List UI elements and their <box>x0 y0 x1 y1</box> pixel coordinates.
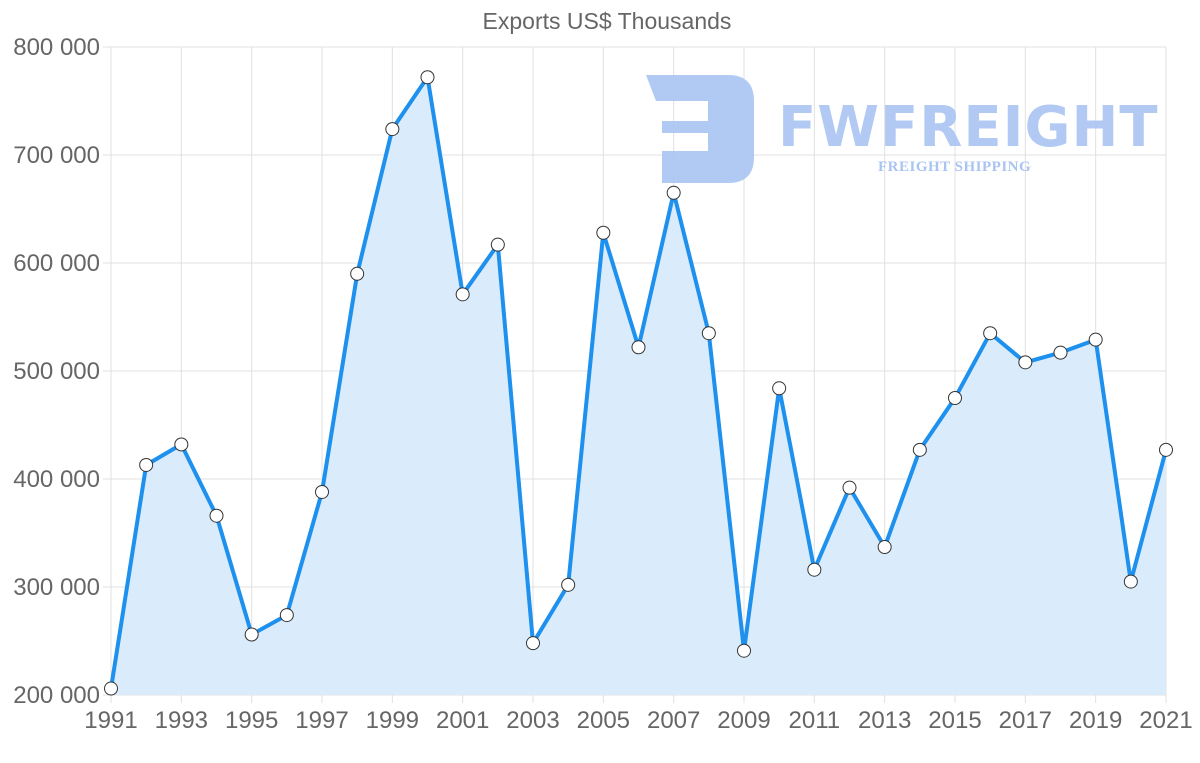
x-tick-label: 2003 <box>506 707 559 734</box>
data-point[interactable] <box>737 643 751 658</box>
y-axis: 800 000 700 000 600 000 500 000 400 000 300 0… <box>13 34 100 709</box>
x-tick-label: 2011 <box>789 707 841 734</box>
data-point[interactable] <box>772 381 787 396</box>
y-tick-label: 300 000 <box>13 574 100 601</box>
data-point[interactable] <box>104 681 118 696</box>
x-tick-label: 2019 <box>1069 707 1122 734</box>
data-point[interactable] <box>1123 574 1138 589</box>
x-tick-label: 2013 <box>858 707 911 734</box>
data-point[interactable] <box>983 326 998 341</box>
data-point[interactable] <box>561 577 576 592</box>
data-point[interactable] <box>1159 442 1173 457</box>
x-tick-label: 2021 <box>1139 707 1192 734</box>
data-point[interactable] <box>385 122 400 137</box>
data-point[interactable] <box>701 326 716 341</box>
x-tick-label: 2009 <box>717 707 770 734</box>
y-tick-label: 200 000 <box>13 682 100 709</box>
data-point[interactable] <box>631 340 646 355</box>
y-tick-label: 500 000 <box>13 358 100 385</box>
x-tick-label: 1993 <box>155 707 208 734</box>
x-tick-label: 2005 <box>577 707 630 734</box>
x-tick-label: 2007 <box>647 707 700 734</box>
x-tick-label: 2001 <box>436 707 489 734</box>
y-tick-label: 400 000 <box>13 466 100 493</box>
data-point[interactable] <box>948 391 962 405</box>
data-point[interactable] <box>842 480 857 495</box>
area-fill <box>111 77 1166 695</box>
x-tick-label: 2015 <box>928 707 981 734</box>
x-tick-label: 1999 <box>366 707 419 734</box>
data-point[interactable] <box>596 225 611 240</box>
data-point[interactable] <box>279 608 294 623</box>
data-points <box>104 70 1173 696</box>
data-point[interactable] <box>1088 332 1103 347</box>
data-point[interactable] <box>1053 345 1068 360</box>
x-axis: 1991 1993 1995 1997 1999 2001 2003 2005 2007 2009… <box>84 707 1192 734</box>
y-tick-label: 800 000 <box>13 34 100 61</box>
data-point[interactable] <box>209 508 224 523</box>
data-point[interactable] <box>807 562 822 577</box>
data-point[interactable] <box>139 457 154 472</box>
data-point[interactable] <box>1018 355 1033 370</box>
data-point[interactable] <box>526 636 540 651</box>
data-point[interactable] <box>420 70 435 85</box>
data-point[interactable] <box>244 627 259 642</box>
data-point[interactable] <box>666 185 681 200</box>
x-tick-label: 2017 <box>999 707 1052 734</box>
y-tick-label: 600 000 <box>13 250 100 277</box>
x-tick-label: 1995 <box>225 707 278 734</box>
data-point[interactable] <box>877 540 892 555</box>
data-point[interactable] <box>350 266 365 281</box>
data-point[interactable] <box>912 442 927 457</box>
data-point[interactable] <box>455 287 470 302</box>
chart-title: Exports US$ Thousands <box>482 8 732 34</box>
data-point[interactable] <box>490 237 505 252</box>
x-tick-label: 1997 <box>295 707 348 734</box>
y-tick-label: 700 000 <box>13 142 100 169</box>
data-point[interactable] <box>174 437 189 452</box>
data-point[interactable] <box>315 484 329 499</box>
x-tick-label: 1991 <box>84 707 137 734</box>
